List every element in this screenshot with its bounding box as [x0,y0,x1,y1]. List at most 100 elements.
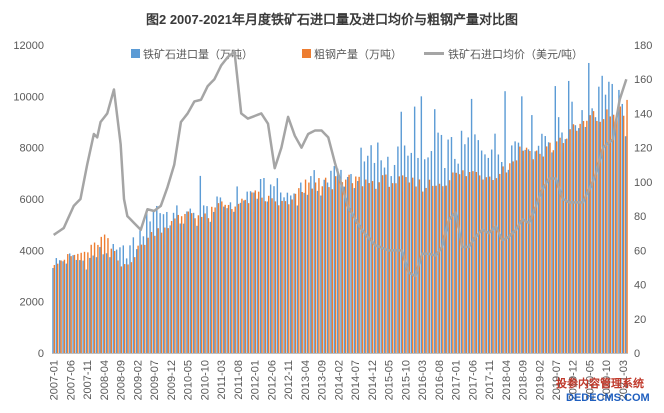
x-axis-tick-label: 2018-04 [501,360,513,400]
left-axis-tick-label: 12000 [13,40,44,52]
import-bar [259,179,262,353]
x-axis-ticks: 2007-01 2007-06 2007-11 2008-04 2008-09 2009-… [49,360,630,400]
steel-bar [137,245,139,353]
watermark-line1: 投参内容管理系统 [556,376,644,390]
import-bar [273,186,275,353]
import-bar [82,260,84,353]
legend-swatch-steel [302,49,311,58]
import-bar [199,175,202,353]
steel-bar [67,254,69,353]
import-bar [243,200,245,353]
steel-bar [103,234,106,353]
import-bar [601,75,603,354]
import-bar [69,253,71,353]
import-bar [219,197,222,353]
right-axis-tick-label: 120 [634,143,652,155]
steel-bar [160,232,163,353]
import-bar [52,267,54,353]
steel-bar [304,179,307,353]
import-bar [497,154,500,353]
steel-bar [83,251,86,353]
steel-bar [120,266,123,353]
right-axis-tick-label: 140 [634,108,652,120]
steel-bar [140,244,143,353]
steel-bar [355,176,357,353]
import-bar [343,186,346,353]
steel-bar [97,244,99,353]
import-bar [330,170,332,353]
import-bar [169,225,171,353]
x-axis-tick-label: 2014-07 [350,360,362,400]
x-axis-tick-label: 2019-07 [551,360,563,400]
import-bar [226,208,228,353]
import-bar [450,137,453,353]
x-axis-tick-label: 2018-09 [518,360,530,400]
steel-bar [247,203,250,353]
import-bar [360,147,362,353]
steel-bar [328,187,330,353]
steel-bar [157,228,159,353]
import-bar [447,139,449,353]
steel-bar [77,253,79,353]
steel-bar [428,179,431,353]
steel-bar [80,252,82,353]
import-bar [310,176,312,353]
steel-bar [124,264,126,353]
steel-bar [324,177,327,353]
steel-bar [100,236,102,353]
import-bar [95,257,98,353]
right-axis-tick-label: 20 [634,314,646,326]
import-bar [156,205,158,353]
steel-bar [237,203,240,353]
x-axis-tick-label: 2014-02 [333,360,345,400]
x-axis-tick-label: 2017-11 [484,360,496,400]
steel-bar [190,213,193,353]
import-bar [122,245,124,353]
steel-bar [532,159,534,353]
steel-bar [395,183,397,353]
steel-bar [606,109,608,353]
import-bar [413,106,416,353]
steel-bar [592,111,595,354]
steel-bar [144,244,146,353]
import-bar [420,96,423,353]
steel-bar [174,218,176,353]
steel-output-bars [53,99,628,354]
import-bar [507,169,510,353]
left-axis-ticks: 0 2000 4000 6000 8000 10000 12000 [13,40,44,360]
right-axis-tick-label: 80 [634,211,646,223]
import-bar [269,184,272,353]
import-bar [357,181,359,353]
steel-bar [381,175,384,353]
import-bar [176,205,178,353]
steel-bar [452,172,454,353]
import-bar [132,237,135,353]
import-bar [279,192,282,353]
import-bar [440,134,443,353]
import-bar [306,194,309,353]
right-axis-tick-label: 60 [634,245,646,257]
steel-bar [294,193,297,353]
import-bar [367,155,369,353]
steel-bar [569,129,571,353]
import-bar [233,211,235,353]
steel-bar [502,166,504,353]
steel-bar [512,161,514,353]
steel-bar [268,195,270,353]
import-bar [353,188,356,353]
steel-bar [341,182,344,353]
steel-bar [314,182,317,353]
steel-bar [321,186,323,353]
steel-bar [244,199,246,353]
steel-bar [535,150,538,353]
import-bar [561,132,563,353]
import-bar [192,212,195,353]
steel-bar [562,143,565,353]
steel-bar [586,120,588,353]
import-bar [591,108,593,353]
steel-bar [147,237,149,353]
import-bar [390,176,392,353]
steel-bar [612,114,615,354]
import-bar [346,176,349,353]
steel-bar [398,176,401,353]
